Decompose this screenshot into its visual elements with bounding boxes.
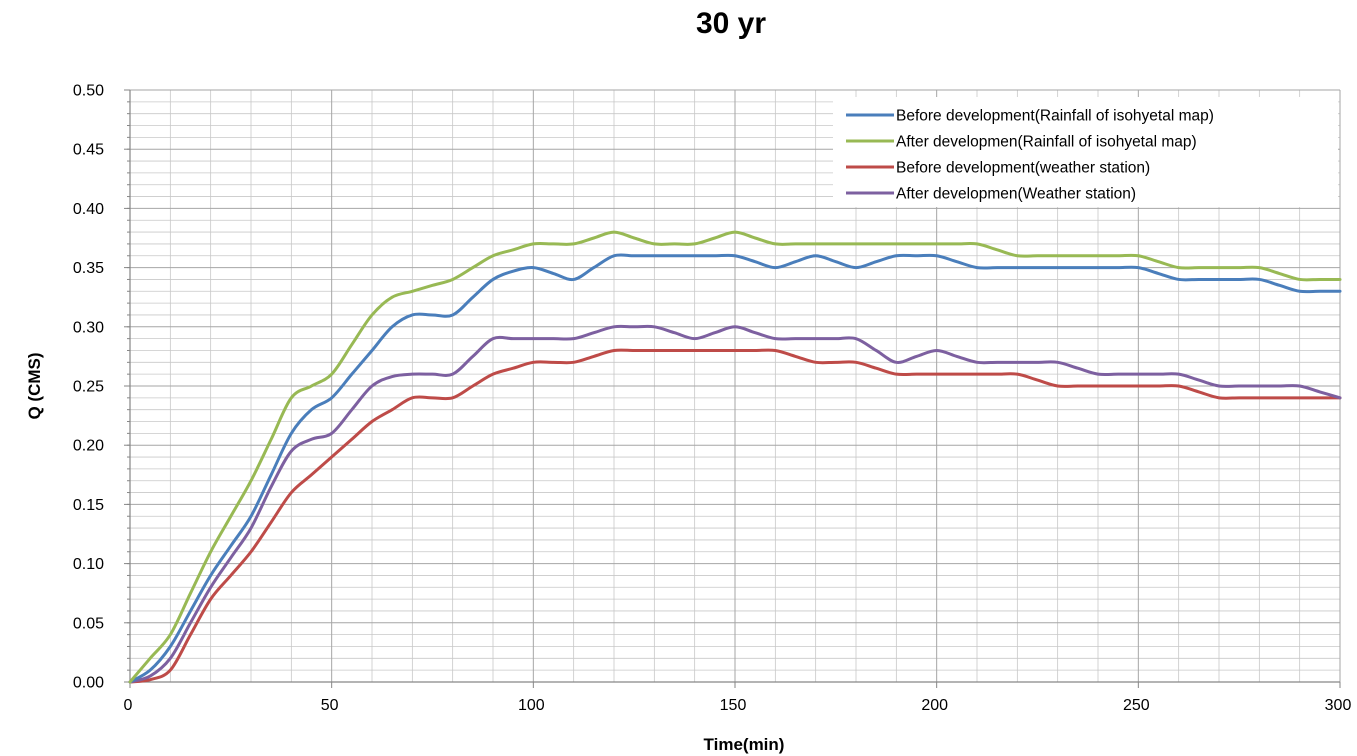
x-tick-label: 50 — [321, 697, 339, 714]
major-gridlines — [130, 89, 1341, 682]
y-tick-label: 0.00 — [73, 675, 104, 692]
legend-entry-label: After developmen(Weather station) — [896, 186, 1136, 203]
legend-entry-label: Before development(Rainfall of isohyetal… — [896, 108, 1214, 125]
y-tick-label: 0.30 — [73, 319, 104, 336]
chart-title: 30 yr — [696, 7, 766, 40]
y-tick-label: 0.15 — [73, 497, 104, 514]
x-tick-label: 100 — [518, 697, 545, 714]
series-line-3 — [128, 348, 1342, 684]
y-tick-label: 0.40 — [73, 201, 104, 218]
series-lines — [128, 230, 1342, 684]
x-tick-label: 150 — [720, 697, 747, 714]
legend: Before development(Rainfall of isohyetal… — [833, 97, 1338, 207]
legend-entry-label: Before development(weather station) — [896, 160, 1150, 177]
y-tick-label: 0.25 — [73, 379, 104, 396]
y-tick-label: 0.10 — [73, 556, 104, 573]
y-tick-label: 0.50 — [73, 83, 104, 100]
x-tick-label: 250 — [1123, 697, 1150, 714]
x-tick-label: 300 — [1325, 697, 1352, 714]
series-line-2 — [128, 230, 1342, 684]
y-tick-label: 0.45 — [73, 142, 104, 159]
y-tick-label: 0.20 — [73, 438, 104, 455]
legend-entry-label: After developmen(Rainfall of isohyetal m… — [896, 134, 1197, 151]
series-line-1 — [128, 253, 1342, 684]
x-axis-ticks: 0 50 100 150 200 250 300 — [124, 682, 1352, 714]
y-tick-label: 0.35 — [73, 260, 104, 277]
series-line-4 — [128, 324, 1342, 684]
legend-background — [833, 97, 1338, 207]
y-tick-label: 0.05 — [73, 615, 104, 632]
y-axis-ticks: 0.00 0.05 0.10 0.15 0.20 0.25 0.30 0.35 0.40 0.45… — [73, 83, 130, 692]
x-tick-label: 200 — [921, 697, 948, 714]
x-axis-title: Time(min) — [704, 735, 785, 754]
y-axis-title: Q (CMS) — [25, 352, 44, 419]
x-tick-label: 0 — [124, 697, 133, 714]
